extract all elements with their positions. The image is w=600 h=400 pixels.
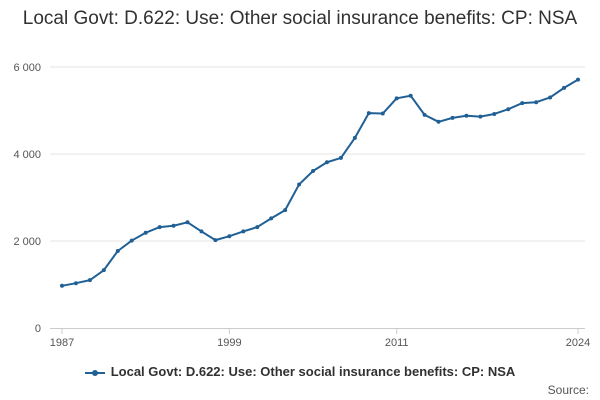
data-point[interactable] [422, 112, 427, 117]
data-point[interactable] [352, 135, 357, 140]
series-line [61, 78, 579, 287]
data-point[interactable] [241, 229, 246, 234]
x-tick-label: 1999 [217, 337, 241, 349]
data-point[interactable] [199, 229, 204, 234]
data-point[interactable] [311, 168, 316, 173]
data-point[interactable] [548, 95, 553, 100]
data-point[interactable] [213, 238, 218, 243]
data-point[interactable] [534, 100, 539, 105]
data-point[interactable] [255, 225, 260, 230]
data-point[interactable] [115, 249, 120, 254]
data-point[interactable] [60, 283, 64, 288]
data-point[interactable] [87, 278, 92, 283]
y-tick-label: 6 000 [13, 62, 41, 74]
chart-title: Local Govt: D.622: Use: Other social ins… [22, 8, 578, 29]
data-point[interactable] [185, 220, 190, 225]
x-tick-label: 2011 [385, 337, 409, 349]
data-point[interactable] [520, 101, 525, 106]
data-point[interactable] [492, 111, 497, 116]
data-point[interactable] [227, 234, 232, 239]
x-tick-label: 2024 [566, 337, 590, 349]
data-point[interactable] [297, 182, 302, 187]
data-point[interactable] [324, 160, 329, 165]
y-tick-label: 2 000 [13, 236, 41, 248]
data-point[interactable] [450, 115, 455, 120]
gridlines [50, 66, 585, 242]
source-label: Source: [547, 383, 589, 397]
data-point[interactable] [408, 93, 413, 98]
data-point[interactable] [380, 111, 385, 116]
data-point[interactable] [464, 113, 469, 118]
data-point[interactable] [101, 268, 106, 273]
data-point[interactable] [478, 114, 483, 119]
data-point[interactable] [73, 281, 78, 286]
series-layer [60, 77, 580, 288]
legend-label: Local Govt: D.622: Use: Other social ins… [110, 364, 516, 379]
data-point[interactable] [366, 111, 371, 116]
data-point[interactable] [157, 225, 162, 230]
data-point[interactable] [436, 119, 441, 124]
y-tick-label: 0 [35, 323, 41, 335]
y-tick-label: 4 000 [13, 149, 41, 161]
y-axis-ticks: 0 2 000 4 000 6 000 [13, 62, 41, 335]
legend-swatch [84, 369, 105, 376]
legend[interactable]: Local Govt: D.622: Use: Other social ins… [0, 364, 600, 379]
data-point[interactable] [171, 223, 176, 228]
data-point[interactable] [269, 216, 274, 221]
data-point[interactable] [562, 85, 567, 90]
data-point[interactable] [129, 238, 134, 243]
x-tick-label: 1987 [50, 337, 74, 349]
data-point[interactable] [576, 77, 580, 82]
data-point[interactable] [283, 208, 288, 213]
data-point[interactable] [506, 107, 511, 112]
data-point[interactable] [338, 155, 343, 160]
data-point[interactable] [394, 96, 399, 101]
x-axis-ticks: 1987 1999 2011 2024 [50, 328, 590, 349]
data-point[interactable] [143, 230, 148, 235]
